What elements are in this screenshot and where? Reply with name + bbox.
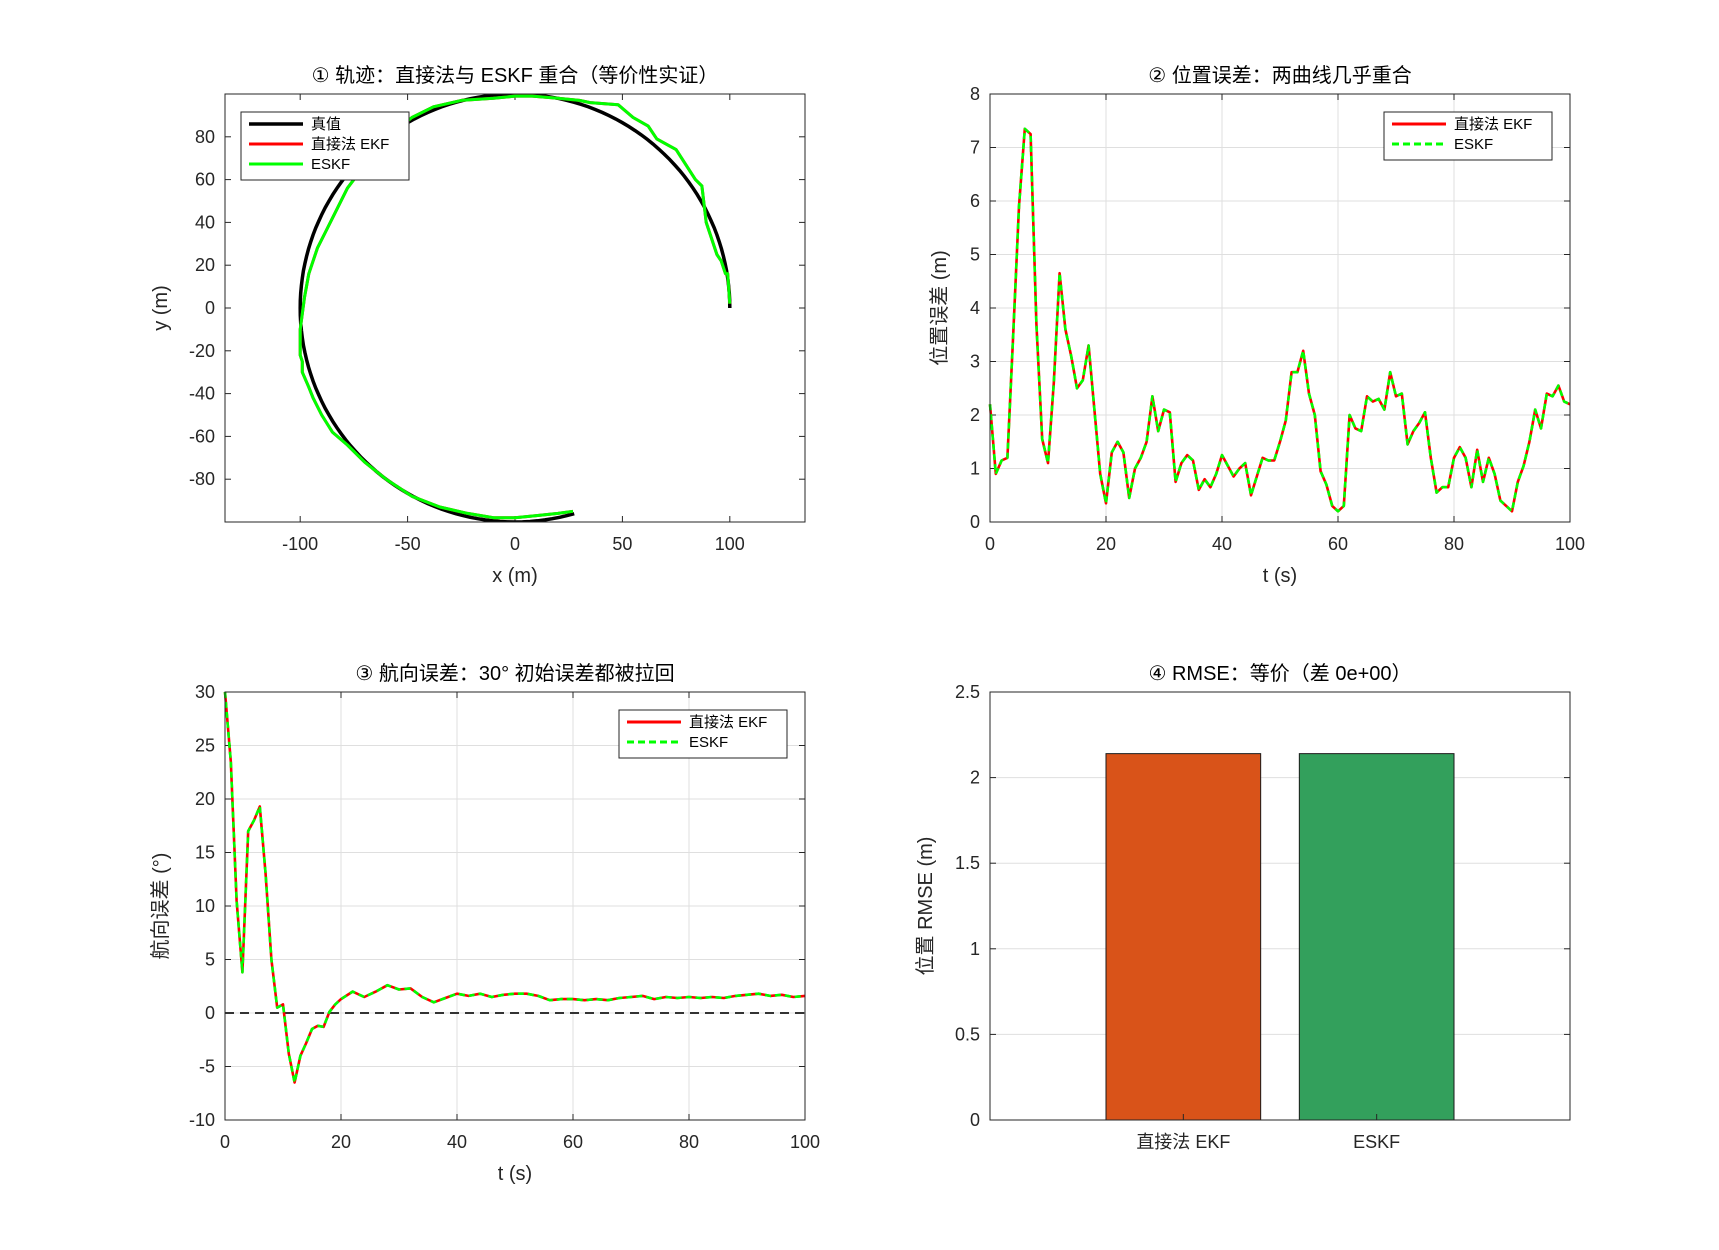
y-tick-label: 20 [195,789,215,809]
y-tick-label: 1 [970,939,980,959]
y-tick-label: 2 [970,405,980,425]
x-tick-label: 0 [510,534,520,554]
x-tick-label: -100 [282,534,318,554]
x-tick-label: 40 [1212,534,1232,554]
y-tick-label: -20 [189,341,215,361]
bar [1105,753,1262,1121]
legend-label: 真值 [311,115,341,133]
y-axis-label: 航向误差 (°) [149,853,172,960]
y-tick-label: 10 [195,896,215,916]
y-tick-label: 60 [195,170,215,190]
legend-label: ESKF [1454,136,1493,153]
y-tick-label: -5 [199,1057,215,1077]
y-axis-label: 位置误差 (m) [928,250,951,366]
x-tick-label: 80 [1444,534,1464,554]
axes-head: 0 20 40 60 80 100 -10 -5 0 5 10 15 20 25 30 ③ 航向误差：30° … [149,662,820,1185]
axes-frame [989,93,1571,523]
x-axis-label: x (m) [492,565,538,587]
x-tick-label: 0 [985,534,995,554]
y-tick-label: 40 [195,212,215,232]
y-tick-label: 5 [970,245,980,265]
y-tick-label: 15 [195,843,215,863]
chart-title: ② 位置误差：两曲线几乎重合 [1148,64,1412,87]
y-tick-label: 3 [970,352,980,372]
y-tick-label: 20 [195,255,215,275]
axes-frame [224,93,806,523]
legend: 直接法 EKF ESKF [1383,111,1553,161]
legend-box [618,709,788,759]
legend-label: 直接法 EKF [1454,116,1532,133]
legend: 直接法 EKF ESKF [618,709,788,759]
legend-label: ESKF [689,734,728,751]
x-tick-label: 60 [563,1132,583,1152]
axes-pos: 0 20 40 60 80 100 0 1 2 3 4 5 6 7 8 ② 位置误差：两曲线几乎重合 t (s)… [928,64,1585,587]
x-axis-label: t (s) [498,1163,532,1185]
y-tick-label: 6 [970,191,980,211]
legend-label: 直接法 EKF [689,714,767,731]
axes-traj: -100 -50 0 50 100 -80 -60 -40 -20 0 20 40 60 80 ① 轨迹：直… [150,64,806,587]
x-tick-label: 20 [331,1132,351,1152]
chart-title: ④ RMSE：等价（差 0e+00） [1149,662,1412,685]
x-tick-label: 50 [612,534,632,554]
y-tick-label: 0 [205,1003,215,1023]
x-tick-label: 100 [790,1132,820,1152]
y-tick-label: 30 [195,682,215,702]
y-tick-label: 2 [970,768,980,788]
y-tick-label: 1.5 [955,853,980,873]
y-tick-label: -40 [189,384,215,404]
legend-label: ESKF [311,156,350,173]
y-tick-label: 25 [195,736,215,756]
x-tick-label: 20 [1096,534,1116,554]
x-tick-label: 0 [220,1132,230,1152]
y-axis-label: y (m) [150,285,172,331]
y-tick-label: 5 [205,950,215,970]
x-tick-label: -50 [395,534,421,554]
y-tick-label: 80 [195,127,215,147]
legend-box [1383,111,1553,161]
x-tick-label: 40 [447,1132,467,1152]
y-tick-label: -80 [189,469,215,489]
chart-title: ③ 航向误差：30° 初始误差都被拉回 [355,662,674,685]
axes-frame [224,691,806,1121]
y-axis-label: 位置 RMSE (m) [914,837,937,976]
plot-area [990,692,1570,1120]
series-line-eskf [988,127,1571,513]
x-axis-label: t (s) [1263,565,1297,587]
bar [1298,753,1455,1121]
y-tick-label: 7 [970,138,980,158]
x-tick-label: 100 [715,534,745,554]
category-label: ESKF [1353,1132,1400,1152]
axes-frame [989,691,1571,1121]
y-tick-label: -10 [189,1110,215,1130]
x-tick-label: 100 [1555,534,1585,554]
axes-rmse: 0 0.5 1 1.5 2 2.5 ④ RMSE：等价（差 0e+00） 位置 RMSE (m… [914,662,1571,1152]
y-tick-label: 1 [970,459,980,479]
y-tick-label: -60 [189,426,215,446]
legend-label: 直接法 EKF [311,136,389,153]
x-tick-label: 60 [1328,534,1348,554]
y-tick-label: 0 [205,298,215,318]
y-tick-label: 8 [970,84,980,104]
y-tick-label: 0 [970,1110,980,1130]
y-tick-label: 0.5 [955,1024,980,1044]
y-tick-label: 4 [970,298,980,318]
y-tick-label: 0 [970,512,980,532]
series-line-eskf [223,691,806,1084]
x-tick-label: 80 [679,1132,699,1152]
chart-title: ① 轨迹：直接法与 ESKF 重合（等价性实证） [312,64,719,87]
y-tick-label: 2.5 [955,682,980,702]
category-label: 直接法 EKF [1136,1132,1230,1152]
